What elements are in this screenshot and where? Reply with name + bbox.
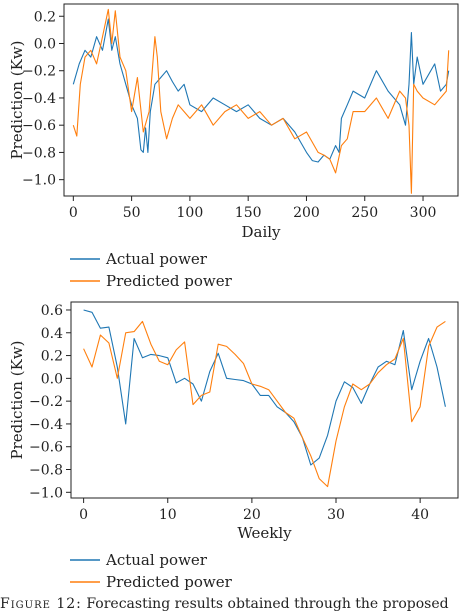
x-tick-label: 50 (123, 205, 141, 221)
y-tick-label: 0.2 (34, 9, 56, 25)
x-axis-label: Weekly (237, 524, 292, 542)
figure-caption: Figure 12: Forecasting results obtained … (0, 596, 474, 612)
x-tick-label: 250 (351, 205, 378, 221)
y-axis-label: Prediction (Kw) (8, 41, 26, 160)
y-axis-label: Prediction (Kw) (8, 341, 26, 460)
legend-label-predicted: Predicted power (106, 573, 233, 591)
caption-text: Forecasting results obtained through the… (86, 596, 449, 612)
y-tick-label: −1.0 (22, 173, 56, 189)
y-tick-label: 0.0 (34, 36, 56, 52)
y-tick-label: −0.4 (22, 91, 56, 107)
x-tick-label: 40 (411, 507, 429, 523)
y-tick-label: −0.6 (29, 440, 63, 456)
y-tick-label: 0.0 (41, 371, 63, 387)
x-tick-label: 0 (79, 507, 88, 523)
forecast-figure: 0 50 100 150 200 250 3000.20.0−0.2−0.4−0.6−0.8… (8, 3, 459, 591)
y-tick-label: 0.6 (41, 303, 63, 319)
y-tick-label: 0.2 (41, 349, 63, 365)
y-tick-label: −0.2 (29, 394, 63, 410)
x-tick-label: 300 (410, 205, 437, 221)
y-tick-label: −1.0 (29, 485, 63, 501)
x-tick-label: 150 (235, 205, 262, 221)
y-tick-label: −0.4 (29, 417, 63, 433)
legend-label-actual: Actual power (105, 551, 208, 569)
series-line-predicted (72, 8, 450, 194)
y-tick-label: −0.6 (22, 118, 56, 134)
legend-label-actual: Actual power (105, 250, 208, 268)
x-tick-label: 30 (327, 507, 345, 523)
caption-label: Figure 12: (0, 596, 82, 612)
plot-frame (63, 3, 459, 197)
plot-frame (70, 301, 459, 499)
y-tick-label: −0.8 (29, 463, 63, 479)
series-line-predicted (83, 320, 446, 488)
legend: Actual power Predicted power (70, 250, 233, 290)
chart-panel-1: 0 50 100 150 200 250 300 0.2 0.0 −0.2 −0.4 −0.6 −0.8… (8, 3, 459, 290)
legend: Actual power Predicted power (70, 551, 233, 591)
chart-panel-2: 0 10 20 30 40 0.6 0.4 0.2 0.0 −0.2 −0.4 −0.6 −0.8 −1.… (8, 301, 459, 591)
x-tick-label: 10 (159, 507, 177, 523)
x-axis-label: Daily (241, 223, 281, 241)
x-tick-label: 100 (177, 205, 204, 221)
y-tick-label: −0.2 (22, 64, 56, 80)
y-tick-label: −0.8 (22, 145, 56, 161)
x-tick-label: 200 (293, 205, 320, 221)
x-tick-label: 0 (69, 205, 78, 221)
legend-label-predicted: Predicted power (106, 272, 233, 290)
y-tick-label: 0.4 (41, 326, 63, 342)
series-line-actual (72, 18, 450, 163)
x-tick-label: 20 (243, 507, 261, 523)
series-line-actual (83, 309, 446, 466)
